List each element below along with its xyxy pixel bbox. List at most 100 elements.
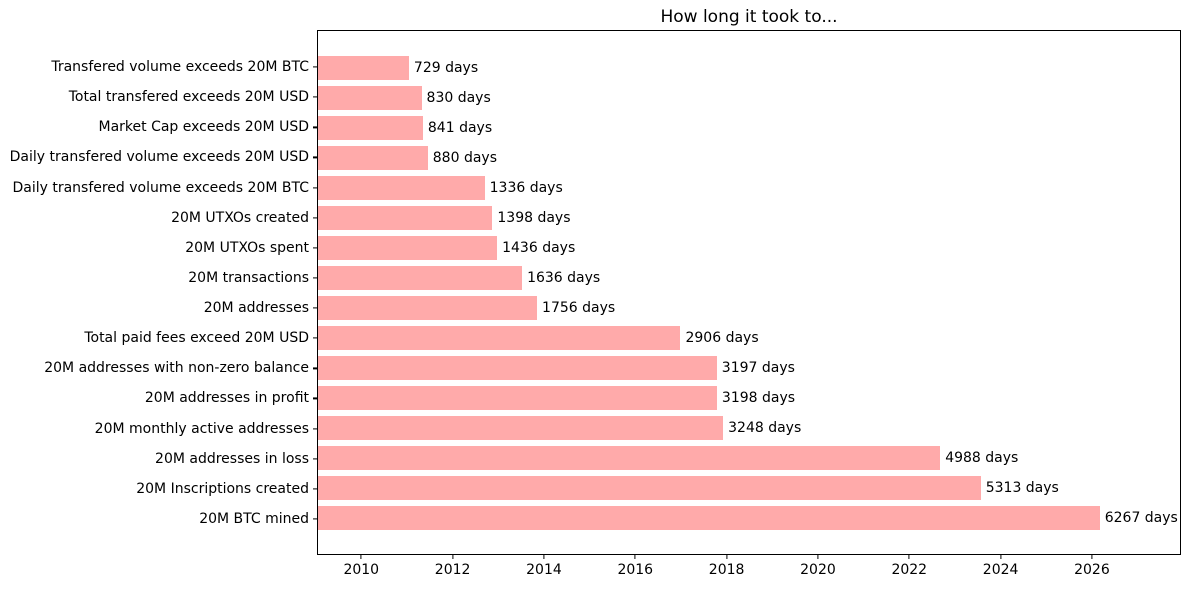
x-tick-mark [1000, 555, 1002, 559]
y-category-row: 20M addresses in loss [0, 444, 317, 474]
bar-row: 3197 days [318, 353, 1180, 383]
y-tick-mark [313, 247, 317, 249]
bar-row: 4988 days [318, 443, 1180, 473]
x-tick-label: 2018 [708, 562, 745, 578]
y-category-label: Market Cap exceeds 20M USD [98, 119, 310, 136]
bar-value-label: 841 days [427, 120, 493, 136]
bar-row: 5313 days [318, 473, 1180, 503]
bar [318, 146, 428, 170]
bar-row: 1636 days [318, 263, 1180, 293]
y-category-row: 20M transactions [0, 263, 317, 293]
chart-title: How long it took to... [660, 7, 838, 27]
x-tick-mark [543, 555, 545, 559]
bar [318, 506, 1100, 530]
x-tick-label: 2010 [343, 562, 380, 578]
y-tick-mark [313, 458, 317, 460]
bar-rows-container: 729 days 830 days 841 days 880 days 1336 day… [318, 31, 1180, 554]
bar-value-label: 2906 days [685, 330, 759, 346]
bar [318, 56, 409, 80]
bar-value-label: 880 days [432, 150, 497, 166]
y-category-row: 20M monthly active addresses [0, 414, 317, 444]
bar-value-label: 3197 days [721, 360, 795, 376]
bar-value-label: 1636 days [527, 270, 601, 286]
bar [318, 206, 493, 230]
bar-row: 880 days [318, 143, 1180, 173]
x-tick-label: 2016 [617, 562, 654, 578]
bar-value-label: 1436 days [502, 240, 576, 256]
x-tick-mark [726, 555, 728, 559]
y-category-label: 20M Inscriptions created [136, 480, 309, 497]
y-category-label: 20M BTC mined [199, 510, 309, 527]
y-tick-mark [313, 217, 317, 219]
y-tick-mark [313, 126, 317, 128]
y-category-row: Daily transfered volume exceeds 20M USD [0, 142, 317, 172]
y-axis-category-labels: Transfered volume exceeds 20M BTC Total t… [0, 30, 317, 555]
x-tick-label: 2014 [526, 562, 562, 578]
x-axis: 2010 2012 2014 2016 2018 2020 2022 2024 2026 [317, 555, 1181, 589]
x-tick-label: 2020 [800, 562, 836, 578]
y-category-label: 20M UTXOs created [171, 209, 309, 226]
y-category-row: Daily transfered volume exceeds 20M BTC [0, 173, 317, 203]
x-tick-label: 2022 [891, 562, 928, 578]
bar [318, 116, 423, 140]
y-category-label: Transfered volume exceeds 20M BTC [51, 59, 309, 76]
bar-row: 1336 days [318, 173, 1180, 203]
bar-row: 3198 days [318, 383, 1180, 413]
y-category-row: 20M addresses with non-zero balance [0, 353, 317, 383]
y-tick-mark [313, 277, 317, 279]
bar-value-label: 1336 days [489, 180, 563, 196]
bar-row: 830 days [318, 83, 1180, 113]
x-tick-mark [452, 555, 454, 559]
bar [318, 236, 498, 260]
bar [318, 446, 941, 470]
bar-value-label: 1398 days [497, 210, 571, 226]
bar-value-label: 729 days [413, 60, 479, 76]
bar-value-label: 4988 days [945, 450, 1019, 466]
bar-value-label: 830 days [426, 90, 491, 106]
y-tick-mark [313, 66, 317, 68]
bar-value-label: 3198 days [721, 390, 796, 406]
bar-value-label: 1756 days [542, 300, 616, 316]
y-tick-mark [313, 156, 317, 159]
bar-row: 1398 days [318, 203, 1180, 233]
bar [318, 416, 724, 440]
y-category-row: 20M addresses [0, 293, 317, 323]
bar-row: 1436 days [318, 233, 1180, 263]
y-tick-mark [313, 427, 317, 430]
bar-value-label: 5313 days [985, 480, 1059, 496]
y-tick-mark [313, 397, 317, 400]
y-category-row: 20M UTXOs created [0, 203, 317, 233]
bar [318, 326, 681, 350]
bar-row: 6267 days [318, 503, 1180, 533]
y-category-row: 20M Inscriptions created [0, 474, 317, 504]
y-category-row: 20M addresses in profit [0, 383, 317, 413]
y-category-label: 20M monthly active addresses [94, 420, 309, 437]
bar-value-label: 3248 days [728, 420, 802, 436]
bar-row: 1756 days [318, 293, 1180, 323]
y-category-label: 20M UTXOs spent [185, 239, 309, 256]
y-category-label: Total transfered exceeds 20M USD [68, 89, 309, 106]
y-category-label: 20M addresses in profit [144, 390, 309, 407]
y-category-row: Total paid fees exceed 20M USD [0, 323, 317, 353]
bar [318, 86, 422, 110]
x-tick-mark [1091, 555, 1093, 559]
y-category-row: 20M BTC mined [0, 504, 317, 534]
y-tick-mark [313, 367, 317, 369]
bar [318, 296, 538, 320]
y-tick-mark [313, 518, 317, 520]
bar [318, 266, 523, 290]
x-tick-label: 2024 [982, 562, 1019, 578]
x-tick-mark [360, 555, 362, 559]
bar-row: 3248 days [318, 413, 1180, 443]
x-tick-mark [817, 555, 819, 559]
x-tick-label: 2012 [434, 562, 471, 578]
y-category-label: 20M addresses [203, 300, 309, 317]
y-category-row: Market Cap exceeds 20M USD [0, 112, 317, 142]
y-category-label: 20M addresses with non-zero balance [44, 360, 309, 377]
x-tick-label: 2026 [1074, 562, 1110, 578]
bar [318, 476, 981, 500]
bar-row: 729 days [318, 53, 1180, 83]
y-category-label: Daily transfered volume exceeds 20M USD [9, 149, 309, 166]
y-category-label: 20M addresses in loss [155, 450, 309, 467]
